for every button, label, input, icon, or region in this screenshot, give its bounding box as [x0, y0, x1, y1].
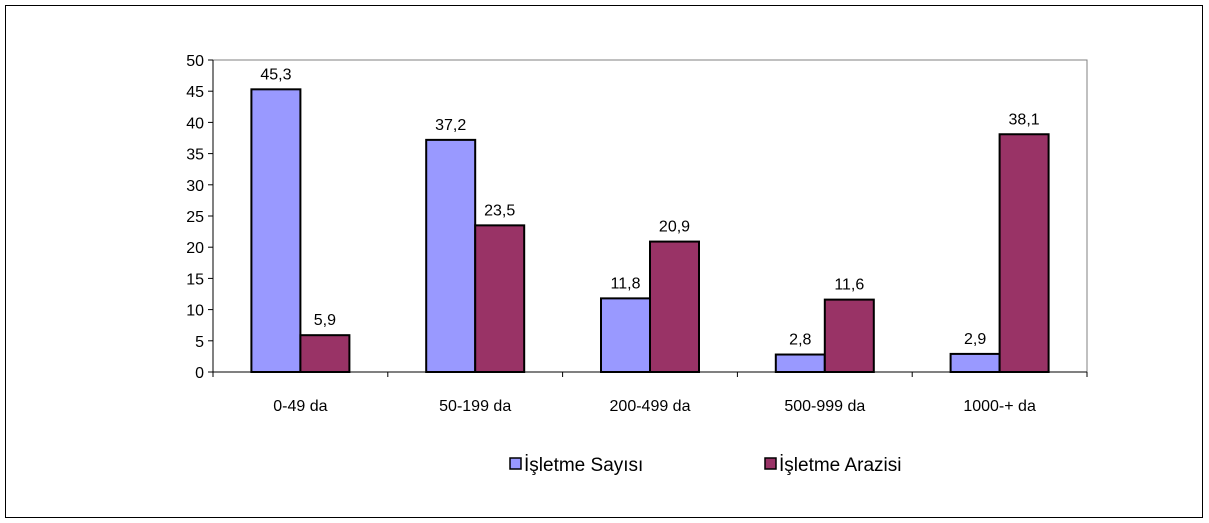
x-tick-label: 0-49 da — [273, 398, 327, 415]
y-tick-label: 25 — [186, 209, 204, 226]
y-tick-label: 20 — [186, 240, 204, 257]
legend: İşletme Sayısı İşletme Arazisi — [509, 455, 901, 476]
bar-isletme-arazisi — [649, 240, 700, 373]
bar-isletme-sayisi — [250, 88, 302, 373]
y-tick-label: 50 — [186, 53, 204, 70]
legend-swatch — [509, 457, 522, 470]
data-label: 11,8 — [611, 275, 641, 292]
bar-isletme-sayisi — [774, 353, 826, 374]
data-label: 37,2 — [435, 117, 466, 134]
legend-label: İşletme Arazisi — [779, 455, 901, 476]
x-axis-ticks: 0-49 da 50-199 da 200-499 da 500-999 da 1000… — [212, 372, 1088, 415]
data-label: 45,3 — [260, 66, 291, 83]
y-tick-label: 35 — [186, 147, 204, 164]
legend-swatch — [764, 457, 777, 470]
y-tick-label: 10 — [186, 303, 204, 320]
y-tick-label: 5 — [195, 334, 204, 351]
x-tick-label: 1000-+ da — [963, 398, 1036, 415]
y-tick-label: 45 — [186, 84, 204, 101]
bar-isletme-arazisi — [998, 133, 1050, 373]
bar-isletme-arazisi — [299, 334, 351, 373]
x-tick-label: 200-499 da — [610, 398, 691, 415]
bar-isletme-sayisi — [425, 138, 477, 373]
bar-isletme-arazisi — [823, 298, 875, 373]
bar-isletme-sayisi — [600, 297, 651, 374]
y-tick-label: 0 — [195, 365, 204, 382]
y-axis-ticks: 0 5 10 15 20 25 30 35 40 45 50 — [186, 53, 213, 382]
y-tick-label: 40 — [186, 115, 204, 132]
data-label: 11,6 — [834, 277, 864, 294]
data-labels: 45,3 37,2 11,8 2,8 2,9 5,9 23,5 20,9 11,6 38,1 — [260, 66, 1039, 348]
legend-label: İşletme Sayısı — [524, 455, 643, 476]
x-tick-label: 50-199 da — [439, 398, 511, 415]
data-label: 5,9 — [314, 312, 336, 329]
data-label: 20,9 — [659, 219, 690, 236]
y-tick-label: 30 — [186, 178, 204, 195]
data-label: 2,8 — [789, 332, 811, 349]
bar-isletme-arazisi — [474, 224, 526, 373]
bars — [250, 88, 1050, 374]
data-label: 2,9 — [964, 331, 986, 348]
bar-isletme-sayisi — [949, 352, 1001, 373]
data-label: 23,5 — [484, 202, 515, 219]
y-tick-label: 15 — [186, 271, 204, 288]
data-label: 38,1 — [1009, 111, 1040, 128]
x-tick-label: 500-999 da — [784, 398, 865, 415]
